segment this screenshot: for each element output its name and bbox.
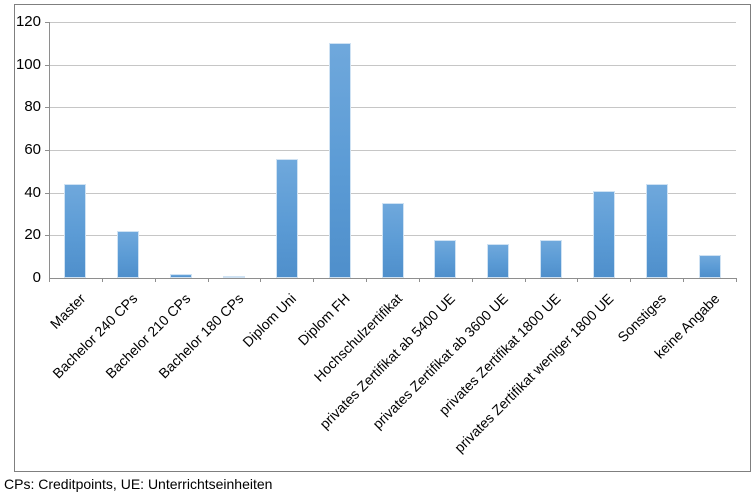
y-axis-tick xyxy=(45,22,49,23)
chart-frame: 0 20 40 60 80 100 120 Master Bachelor 240 CPs Bac… xyxy=(14,4,751,472)
gridline xyxy=(49,107,736,109)
bar-hochschulzertifikat xyxy=(381,203,404,278)
x-axis-tick xyxy=(366,278,368,282)
bar-keine-angabe xyxy=(698,255,721,278)
x-axis-tick xyxy=(207,278,209,282)
y-tick-label: 40 xyxy=(24,183,41,201)
y-axis-tick xyxy=(45,107,49,109)
bar-diplom-fh xyxy=(328,43,351,278)
x-axis-tick xyxy=(524,278,526,282)
x-axis xyxy=(49,278,737,279)
y-tick-label: 20 xyxy=(24,226,41,244)
y-tick-label: 80 xyxy=(24,98,41,116)
bar-master xyxy=(64,184,87,278)
y-axis xyxy=(49,22,50,282)
y-tick-label: 120 xyxy=(15,13,41,30)
x-axis-tick xyxy=(101,278,103,282)
x-axis-tick xyxy=(577,278,579,282)
bar-diplom-uni xyxy=(275,159,298,278)
y-tick-label: 0 xyxy=(32,269,41,286)
bar-bachelor-180-cps xyxy=(222,276,245,278)
x-axis-tick xyxy=(154,278,156,282)
x-axis-tick xyxy=(471,278,473,282)
x-axis-tick xyxy=(418,278,420,282)
bar-bachelor-240-cps xyxy=(117,231,140,278)
gridline xyxy=(49,150,736,151)
x-axis-tick xyxy=(683,278,685,282)
y-axis-tick xyxy=(45,235,49,237)
y-axis-tick xyxy=(45,64,49,66)
x-axis-label: Master xyxy=(46,290,89,332)
y-axis-tick xyxy=(45,150,49,151)
gridline xyxy=(49,22,736,23)
bar-bachelor-210-cps xyxy=(170,274,193,278)
bar-privates-zertifikat-ab-3600-ue xyxy=(487,244,510,278)
y-tick-label: 60 xyxy=(24,141,41,158)
x-axis-tick xyxy=(49,278,50,282)
x-axis-tick xyxy=(736,278,737,282)
x-axis-label: Sonstiges xyxy=(614,290,670,346)
y-axis-tick xyxy=(45,192,49,194)
bar-privates-zertifikat-weniger-1800-ue xyxy=(592,191,615,278)
gridline xyxy=(49,192,736,194)
x-axis-label: Diplom Uni xyxy=(239,290,300,351)
footnote: CPs: Creditpoints, UE: Unterrichtseinhei… xyxy=(4,476,273,492)
bar-privates-zertifikat-1800-ue xyxy=(540,240,563,278)
y-tick-label: 100 xyxy=(15,55,41,73)
gridline xyxy=(49,64,736,66)
x-axis-tick xyxy=(630,278,632,282)
bar-privates-zertifikat-ab-5400-ue xyxy=(434,240,457,278)
x-axis-tick xyxy=(260,278,262,282)
bar-sonstiges xyxy=(645,184,668,278)
x-axis-tick xyxy=(313,278,315,282)
